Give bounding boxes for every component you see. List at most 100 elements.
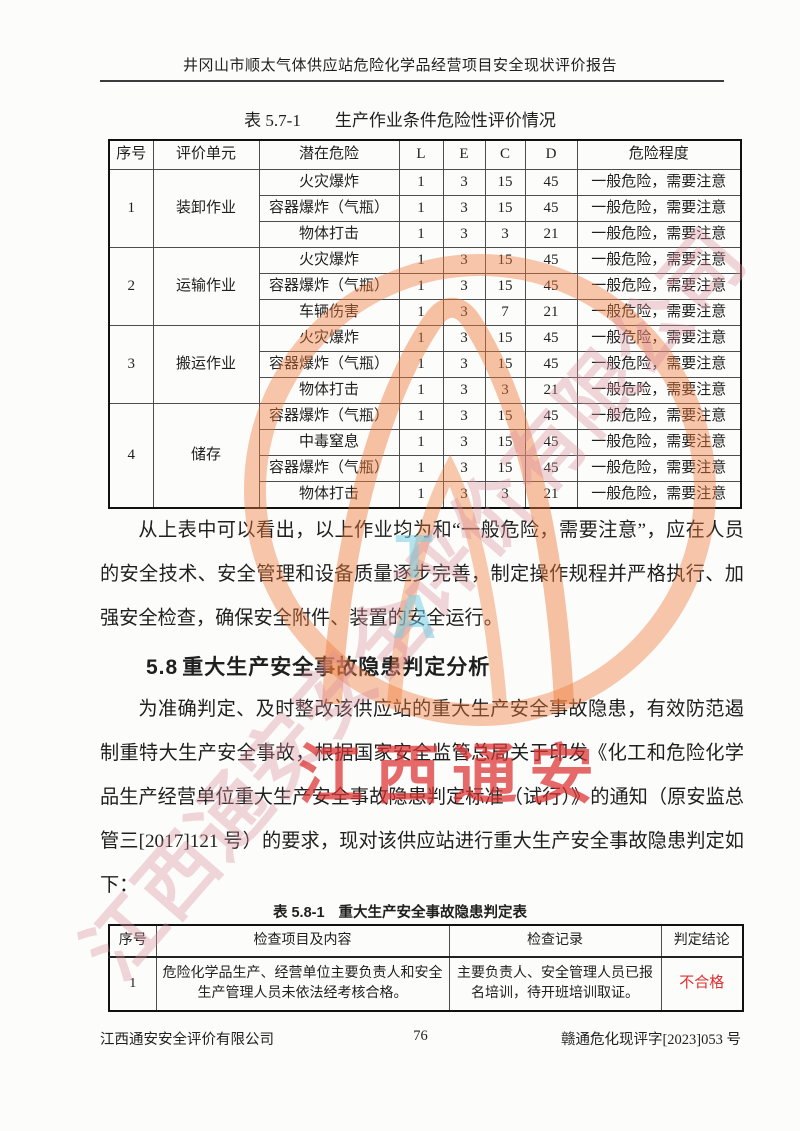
cell-L: 1 <box>398 351 444 378</box>
cell-E: 3 <box>442 351 486 378</box>
cell-degree: 一般危险，需要注意 <box>576 429 742 456</box>
table-row: 容器爆炸（气瓶） 1 3 15 45 一般危险，需要注意 <box>109 195 742 222</box>
cell-degree: 一般危险，需要注意 <box>576 195 742 222</box>
cell-C: 15 <box>484 169 526 196</box>
section-title: 重大生产安全事故隐患判定分析 <box>182 656 491 679</box>
cell-D: 45 <box>524 195 578 222</box>
cell-hazard: 容器爆炸（气瓶） <box>258 273 400 300</box>
cell-C: 3 <box>484 481 526 509</box>
cell-hazard: 容器爆炸（气瓶） <box>258 403 400 430</box>
cell-L: 1 <box>398 325 444 352</box>
table-row: 容器爆炸（气瓶） 1 3 15 45 一般危险，需要注意 <box>109 351 742 378</box>
col-header-D: D <box>524 139 578 170</box>
cell-D: 45 <box>524 169 578 196</box>
table1-caption-title: 生产作业条件危险性评价情况 <box>334 111 556 130</box>
cell-E: 3 <box>442 221 486 248</box>
cell-C: 7 <box>484 299 526 326</box>
cell-degree: 一般危险，需要注意 <box>576 247 742 274</box>
cell-hazard: 物体打击 <box>258 481 400 509</box>
cell-degree: 一般危险，需要注意 <box>576 377 742 404</box>
cell-degree: 一般危险，需要注意 <box>576 325 742 352</box>
col-header-seq: 序号 <box>108 924 157 958</box>
footer-page-number: 76 <box>413 1028 428 1044</box>
cell-degree: 一般危险，需要注意 <box>576 169 742 196</box>
cell-C: 15 <box>484 403 526 430</box>
table-row: 1 装卸作业 火灾爆炸 1 3 15 45 一般危险，需要注意 <box>108 169 742 248</box>
cell-degree: 一般危险，需要注意 <box>576 299 742 326</box>
cell-hazard: 车辆伤害 <box>258 299 400 326</box>
cell-L: 1 <box>398 195 444 222</box>
cell-degree: 一般危险，需要注意 <box>576 481 742 509</box>
cell-degree: 一般危险，需要注意 <box>576 273 742 300</box>
cell-C: 3 <box>484 221 526 248</box>
col-header-record: 检查记录 <box>448 924 662 958</box>
table1-caption: 表 5.7-1 生产作业条件危险性评价情况 <box>0 106 800 131</box>
cell-E: 3 <box>442 169 486 196</box>
cell-D: 21 <box>524 299 578 326</box>
cell-C: 15 <box>484 273 526 300</box>
col-header-degree: 危险程度 <box>576 139 742 170</box>
table2-caption-label: 表 5.8-1 <box>272 905 325 921</box>
table2-caption-title: 重大生产安全事故隐患判定表 <box>338 905 528 921</box>
cell-degree: 一般危险，需要注意 <box>576 351 742 378</box>
cell-L: 1 <box>398 429 444 456</box>
table-row: 4 储存 容器爆炸（气瓶） 1 3 15 45 一般危险，需要注意 <box>108 403 742 509</box>
header-divider <box>100 80 724 82</box>
cell-unit: 装卸作业 <box>152 169 260 248</box>
cell-L: 1 <box>398 481 444 509</box>
table-row: 2 运输作业 火灾爆炸 1 3 15 45 一般危险，需要注意 <box>108 247 742 326</box>
cell-hazard: 火灾爆炸 <box>258 325 400 352</box>
cell-seq: 2 <box>108 247 154 326</box>
cell-hazard: 容器爆炸（气瓶） <box>258 351 400 378</box>
cell-hazard: 火灾爆炸 <box>258 169 400 196</box>
cell-E: 3 <box>442 273 486 300</box>
col-header-E: E <box>442 139 486 170</box>
cell-item: 危险化学品生产、经营单位主要负责人和安全生产管理人员未依法经考核合格。 <box>155 956 450 1012</box>
cell-L: 1 <box>398 273 444 300</box>
table-row: 容器爆炸（气瓶） 1 3 15 45 一般危险，需要注意 <box>109 455 742 482</box>
cell-unit: 运输作业 <box>152 247 260 326</box>
hazard-evaluation-table: 序号 评价单元 潜在危险 L E C D 危险程度 1 装卸作业 火灾爆炸 1 … <box>108 139 742 509</box>
cell-seq: 1 <box>108 956 157 1012</box>
cell-unit: 搬运作业 <box>152 325 260 404</box>
cell-E: 3 <box>442 195 486 222</box>
conclusion-paragraph: 从上表中可以看出，以上作业均为和“一般危险，需要注意”，应在人员的安全技术、安全… <box>100 520 744 629</box>
cell-record: 主要负责人、安全管理人员已报名培训，待开班培训取证。 <box>448 956 662 1012</box>
col-header-C: C <box>484 139 526 170</box>
cell-L: 1 <box>398 403 444 430</box>
table-row: 1 危险化学品生产、经营单位主要负责人和安全生产管理人员未依法经考核合格。 主要… <box>108 956 744 1012</box>
cell-C: 15 <box>484 455 526 482</box>
cell-L: 1 <box>398 247 444 274</box>
cell-L: 1 <box>398 169 444 196</box>
cell-D: 21 <box>524 377 578 404</box>
cell-E: 3 <box>442 403 486 430</box>
cell-E: 3 <box>442 429 486 456</box>
cell-degree: 一般危险，需要注意 <box>576 455 742 482</box>
cell-E: 3 <box>442 299 486 326</box>
cell-E: 3 <box>442 325 486 352</box>
section-5-8-paragraph: 为准确判定、及时整改该供应站的重大生产安全事故隐患，有效防范遏制重特大生产安全事… <box>100 699 744 896</box>
table-row: 物体打击 1 3 3 21 一般危险，需要注意 <box>109 481 742 509</box>
cell-unit: 储存 <box>152 403 260 509</box>
col-header-hazard: 潜在危险 <box>258 139 400 170</box>
cell-seq: 3 <box>108 325 154 404</box>
cell-C: 15 <box>484 195 526 222</box>
table-header-row: 序号 检查项目及内容 检查记录 判定结论 <box>108 924 744 958</box>
cell-L: 1 <box>398 455 444 482</box>
section-5-8-heading: 5.8 重大生产安全事故隐患判定分析 <box>146 651 490 681</box>
cell-L: 1 <box>398 221 444 248</box>
cell-hazard: 物体打击 <box>258 221 400 248</box>
table-row: 中毒窒息 1 3 15 45 一般危险，需要注意 <box>109 429 742 456</box>
cell-hazard: 容器爆炸（气瓶） <box>258 195 400 222</box>
cell-C: 15 <box>484 247 526 274</box>
cell-conclusion: 不合格 <box>660 956 744 1012</box>
cell-seq: 1 <box>108 169 154 248</box>
page-header-title: 井冈山市顺太气体供应站危险化学品经营项目安全现状评价报告 <box>182 58 617 74</box>
table-row: 容器爆炸（气瓶） 1 3 15 45 一般危险，需要注意 <box>109 273 742 300</box>
table-row: 物体打击 1 3 3 21 一般危险，需要注意 <box>109 377 742 404</box>
cell-C: 15 <box>484 325 526 352</box>
cell-E: 3 <box>442 455 486 482</box>
col-header-item: 检查项目及内容 <box>155 924 450 958</box>
cell-E: 3 <box>442 377 486 404</box>
